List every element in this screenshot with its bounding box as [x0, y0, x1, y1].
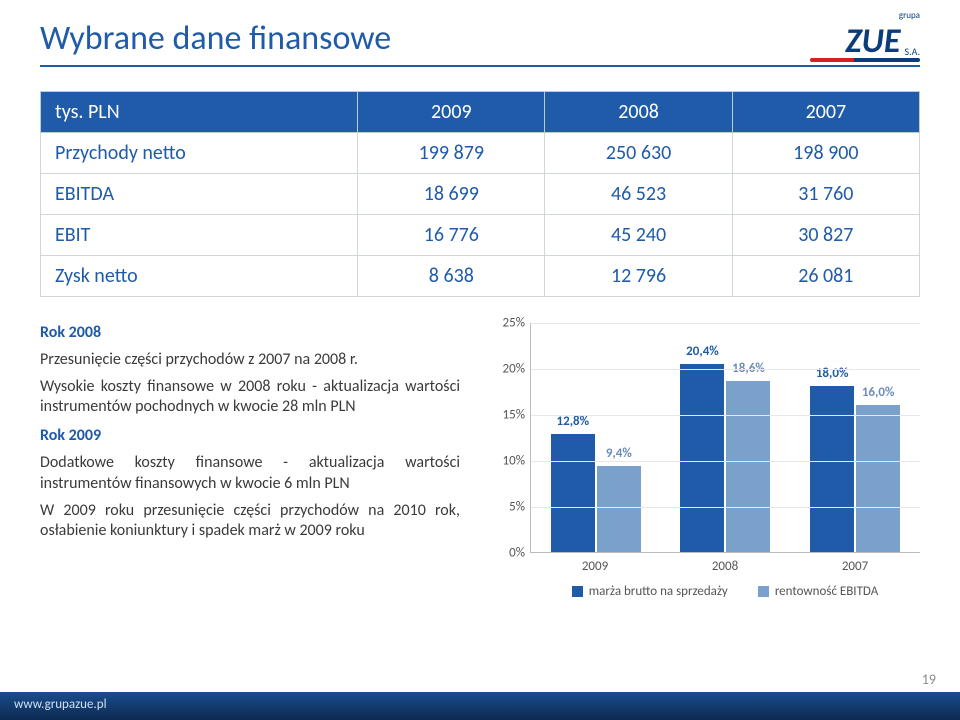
chart-gridline [531, 323, 920, 324]
logo-top-text: grupa [810, 10, 920, 21]
table-header: 2009 [358, 92, 545, 133]
legend-label: rentowność EBITDA [775, 584, 878, 599]
margin-chart: 12,8%9,4%20,4%18,6%18,0%16,0% 0%5%10%15%… [484, 315, 920, 615]
table-cell: 45 240 [545, 215, 732, 256]
legend-swatch-icon [572, 586, 583, 597]
chart-bar: 20,4% [680, 364, 724, 552]
chart-gridline [531, 415, 920, 416]
table-header: 2007 [732, 92, 919, 133]
chart-x-labels: 2009 2008 2007 [530, 559, 920, 574]
logo-suffix: S.A. [904, 45, 920, 58]
chart-y-tick: 20% [491, 362, 525, 377]
subhead-2009: Rok 2009 [40, 426, 460, 447]
chart-gridline [531, 461, 920, 462]
para-2008-1: Przesunięcie części przychodów z 2007 na… [40, 350, 460, 371]
para-2008-2: Wysokie koszty finansowe w 2008 roku - a… [40, 377, 460, 419]
table-cell: 26 081 [732, 256, 919, 297]
table-cell: Zysk netto [41, 256, 358, 297]
table-cell: Przychody netto [41, 133, 358, 174]
chart-y-tick: 5% [491, 500, 525, 515]
chart-bar: 16,0% [856, 405, 900, 552]
table-cell: 199 879 [358, 133, 545, 174]
logo-main-text: ZUE [845, 21, 900, 62]
para-2009-1: Dodatkowe koszty finansowe - aktualizacj… [40, 453, 460, 495]
table-cell: 198 900 [732, 133, 919, 174]
chart-y-tick: 15% [491, 408, 525, 423]
chart-bar-label: 16,0% [862, 385, 895, 400]
table-row: Zysk netto8 63812 79626 081 [41, 256, 920, 297]
table-cell: 16 776 [358, 215, 545, 256]
legend-item: rentowność EBITDA [758, 584, 878, 599]
chart-bar-label: 9,4% [606, 446, 632, 461]
table-cell: EBITDA [41, 174, 358, 215]
chart-bar: 12,8% [551, 434, 595, 552]
footer-url[interactable]: www.grupazue.pl [14, 697, 107, 720]
chart-bar-group: 20,4%18,6% [680, 364, 770, 552]
table-row: EBITDA18 69946 52331 760 [41, 174, 920, 215]
chart-x-tick: 2008 [712, 559, 738, 574]
table-cell: EBIT [41, 215, 358, 256]
legend-label: marża brutto na sprzedaży [589, 584, 728, 599]
table-cell: 8 638 [358, 256, 545, 297]
chart-bar-group: 12,8%9,4% [551, 434, 641, 552]
chart-legend: marża brutto na sprzedaży rentowność EBIT… [530, 584, 920, 599]
chart-bar: 18,0% [810, 386, 854, 552]
chart-bar-label: 12,8% [557, 414, 590, 429]
page-number: 19 [922, 671, 936, 688]
chart-bar-group: 18,0%16,0% [810, 386, 900, 552]
table-cell: 12 796 [545, 256, 732, 297]
chart-bar: 9,4% [597, 466, 641, 552]
legend-swatch-icon [758, 586, 769, 597]
chart-y-tick: 10% [491, 454, 525, 469]
chart-x-tick: 2009 [582, 559, 608, 574]
financial-table: tys. PLN200920082007 Przychody netto199 … [40, 91, 920, 297]
table-cell: 46 523 [545, 174, 732, 215]
table-header: tys. PLN [41, 92, 358, 133]
logo: grupa ZUE S.A. [810, 10, 920, 65]
chart-y-tick: 25% [491, 316, 525, 331]
footer-bar: www.grupazue.pl [0, 692, 960, 720]
para-2009-2: W 2009 roku przesunięcie części przychod… [40, 501, 460, 543]
table-cell: 31 760 [732, 174, 919, 215]
chart-gridline [531, 369, 920, 370]
table-row: Przychody netto199 879250 630198 900 [41, 133, 920, 174]
table-cell: 18 699 [358, 174, 545, 215]
page-title: Wybrane dane finansowe [40, 18, 920, 67]
commentary-block: Rok 2008 Przesunięcie części przychodów … [40, 315, 460, 615]
chart-y-tick: 0% [491, 546, 525, 561]
table-row: EBIT16 77645 24030 827 [41, 215, 920, 256]
subhead-2008: Rok 2008 [40, 323, 460, 344]
table-header: 2008 [545, 92, 732, 133]
chart-gridline [531, 507, 920, 508]
legend-item: marża brutto na sprzedaży [572, 584, 728, 599]
table-cell: 30 827 [732, 215, 919, 256]
chart-plot-area: 12,8%9,4%20,4%18,6%18,0%16,0% 0%5%10%15%… [530, 323, 920, 553]
chart-bar-label: 20,4% [686, 344, 719, 359]
chart-x-tick: 2007 [842, 559, 868, 574]
table-cell: 250 630 [545, 133, 732, 174]
chart-bar: 18,6% [726, 381, 770, 552]
